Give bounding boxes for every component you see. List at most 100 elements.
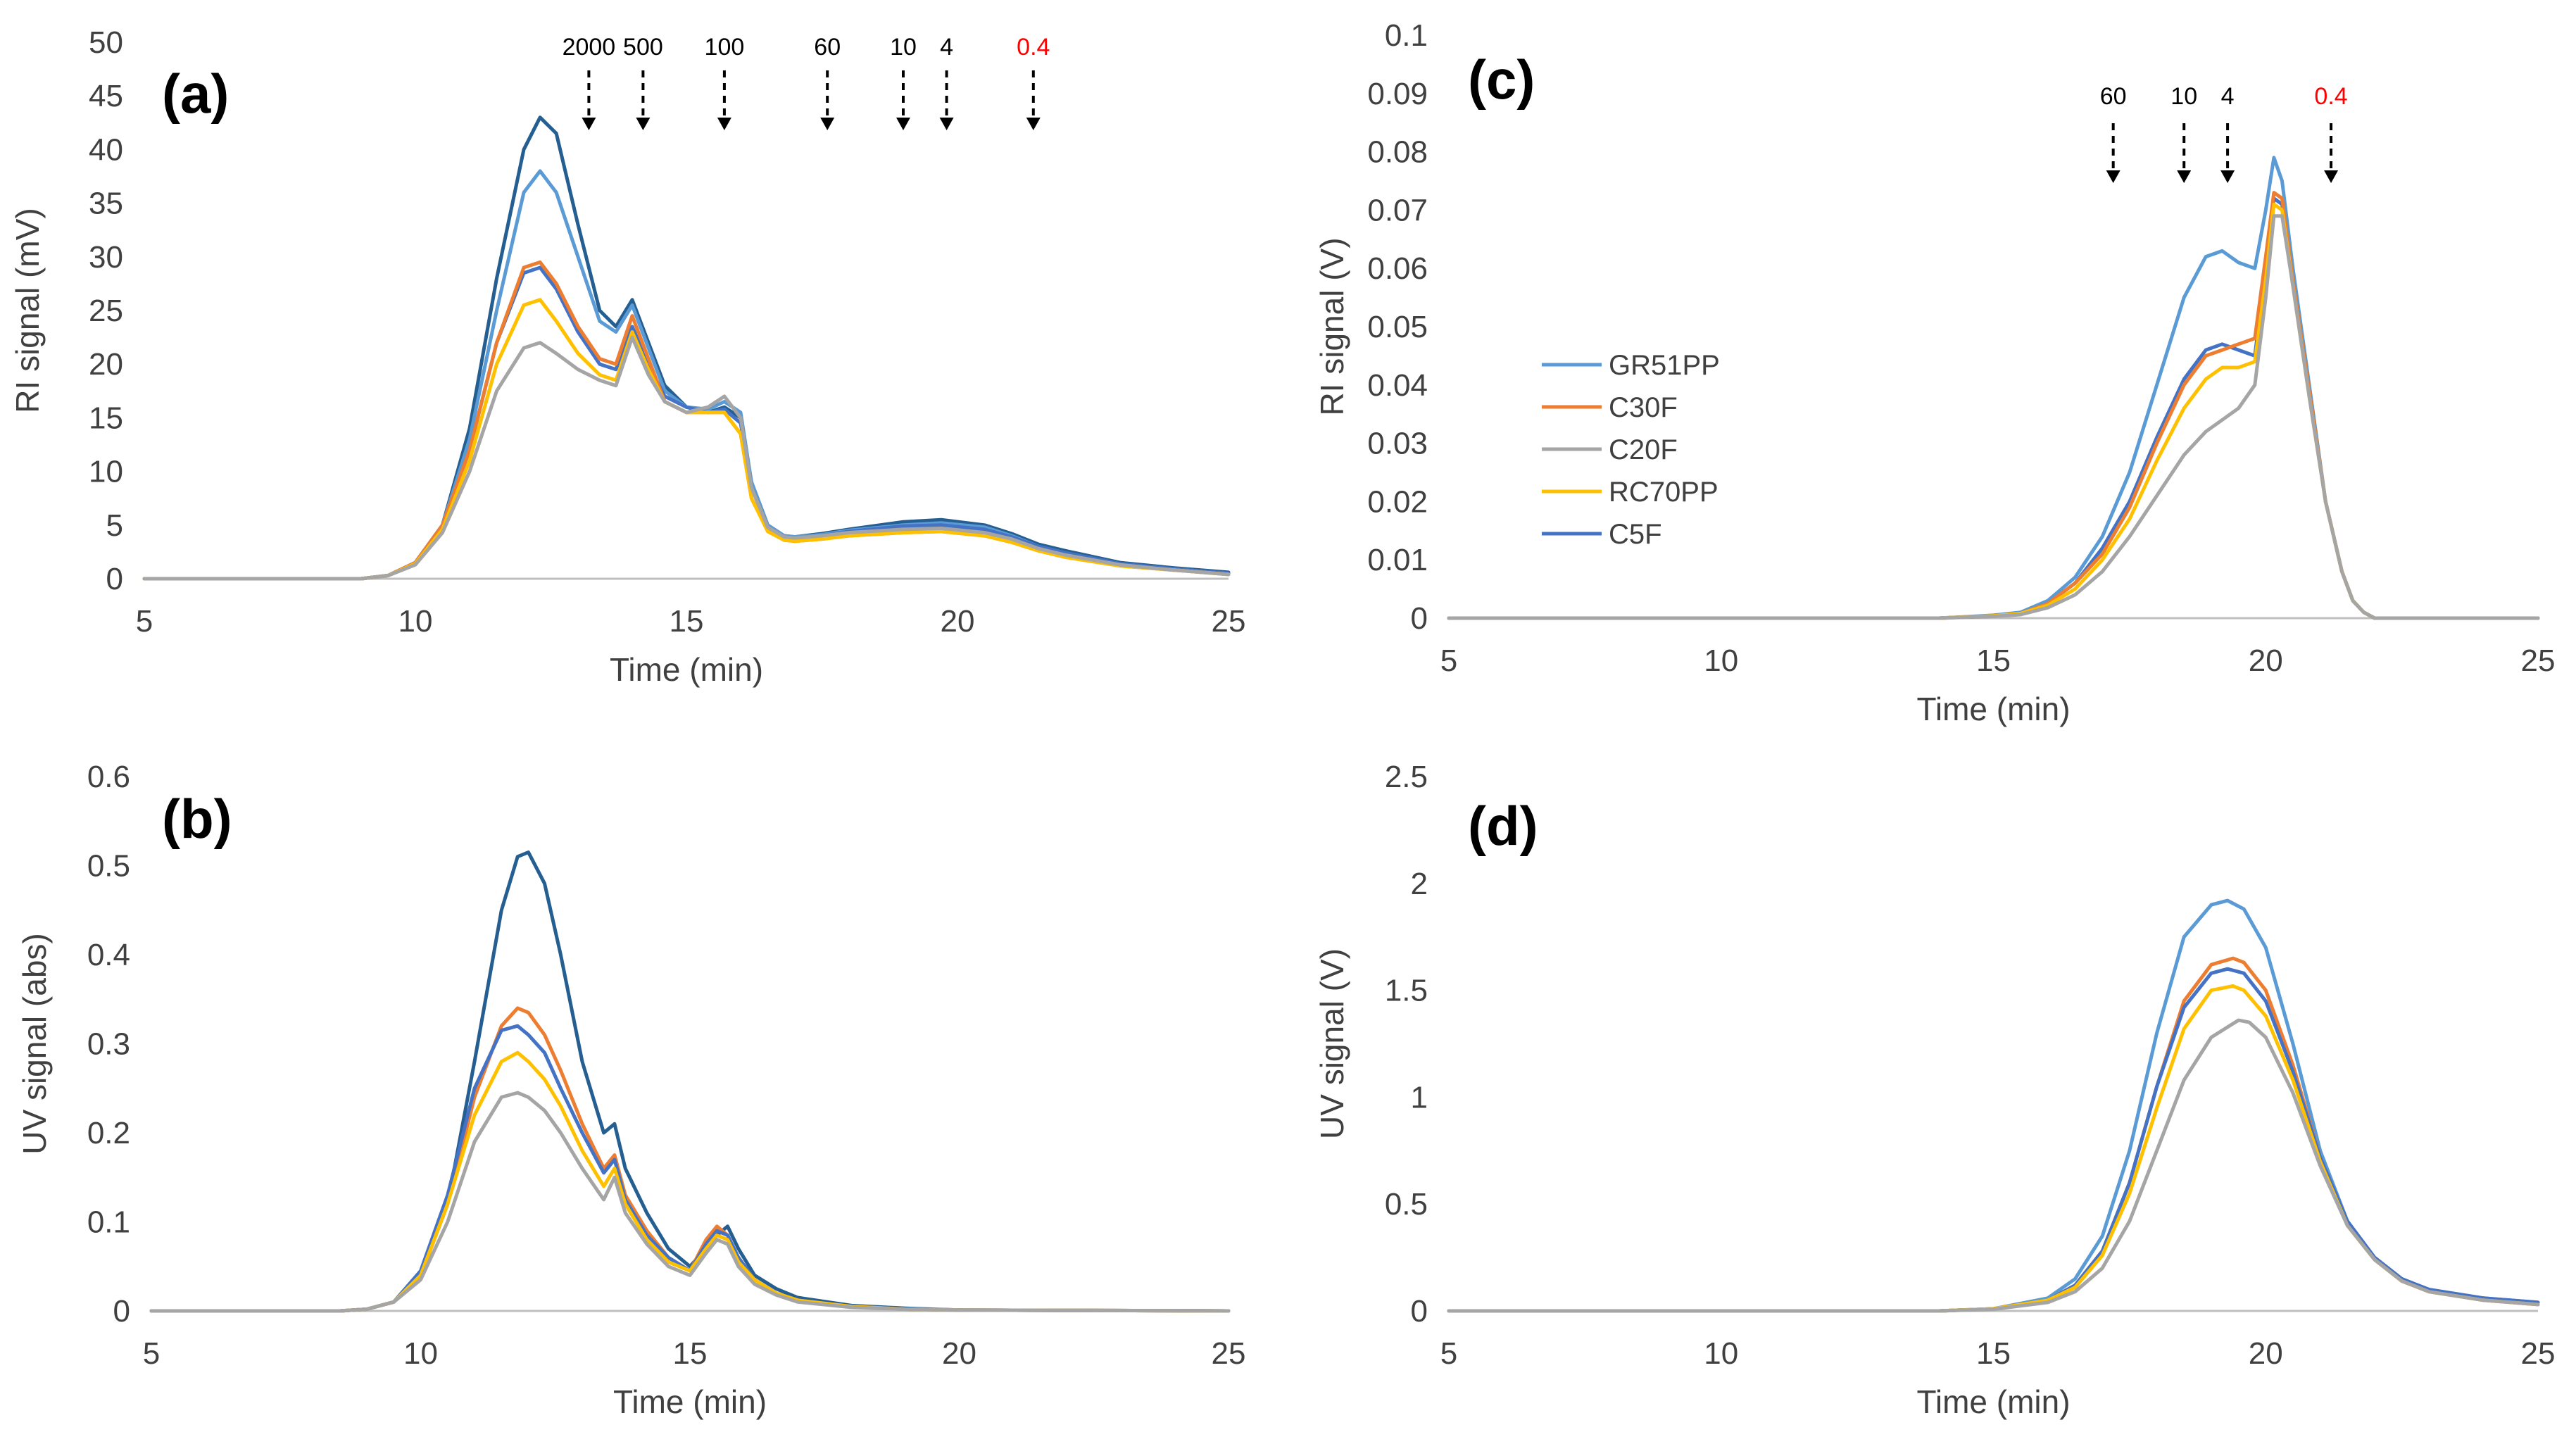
y-tick-label: 0.05 <box>1367 310 1428 344</box>
mw-marker: 10 <box>890 34 917 130</box>
y-tick-label: 15 <box>89 401 123 435</box>
x-tick-label: 15 <box>1976 643 2011 678</box>
x-axis-title: Time (min) <box>613 1383 767 1420</box>
legend: GR51PP C30F C20F RC70PP C5F <box>1542 350 1720 550</box>
y-tick-label: 50 <box>89 25 123 60</box>
series-line-c20f <box>1447 214 2540 620</box>
y-tick-label: 0.5 <box>87 849 130 884</box>
y-tick-label: 2.5 <box>1385 760 1428 794</box>
y-tick-label: 40 <box>89 132 123 167</box>
x-tick-label: 20 <box>2249 643 2283 678</box>
series-line-c20f <box>1447 1018 2540 1313</box>
y-tick-label: 10 <box>89 455 123 489</box>
mw-marker-arrow-head <box>636 118 651 130</box>
y-tick-label: 20 <box>89 347 123 382</box>
x-tick-label: 20 <box>942 1336 976 1371</box>
x-tick-label: 5 <box>1440 643 1457 678</box>
y-axis-title: RI signal (mV) <box>9 208 46 413</box>
mw-marker-arrow-head <box>2220 170 2235 183</box>
y-axis-title: UV signal (V) <box>1314 948 1350 1139</box>
y-tick-label: 0.09 <box>1367 77 1428 111</box>
mw-marker: 4 <box>939 34 954 130</box>
y-tick-label: 0.3 <box>87 1027 130 1062</box>
panel-label: (b) <box>162 788 232 850</box>
y-tick-label: 25 <box>89 294 123 328</box>
series-line-c20f <box>142 335 1231 581</box>
y-tick-label: 1 <box>1411 1080 1428 1115</box>
mw-marker-label: 500 <box>623 34 663 61</box>
legend-item: C30F <box>1542 392 1678 423</box>
y-tick-label: 0.06 <box>1367 251 1428 286</box>
x-tick-label: 10 <box>403 1336 438 1371</box>
mw-marker-label: 4 <box>2221 83 2235 110</box>
mw-marker-label: 60 <box>2100 83 2127 110</box>
legend-label: C5F <box>1609 519 1662 550</box>
legend-label: RC70PP <box>1609 477 1719 508</box>
x-axis-title: Time (min) <box>1916 691 2070 727</box>
x-tick-label: 25 <box>1212 604 1246 639</box>
legend-label: C20F <box>1609 434 1678 465</box>
mw-marker-arrow-head <box>896 118 910 130</box>
legend-item: GR51PP <box>1542 350 1720 381</box>
y-tick-label: 0.04 <box>1367 368 1428 403</box>
y-tick-label: 0 <box>106 562 123 596</box>
y-tick-label: 0 <box>1411 601 1428 636</box>
series-line-gr51pp <box>142 169 1231 581</box>
mw-marker-label: 60 <box>814 34 841 61</box>
mw-marker: 0.4 <box>2314 83 2348 183</box>
x-tick-label: 5 <box>143 1336 160 1371</box>
y-axis-title: UV signal (abs) <box>16 933 53 1154</box>
legend-item: C5F <box>1542 519 1662 550</box>
mw-marker: 0.4 <box>1017 34 1050 130</box>
mw-marker-label: 100 <box>705 34 745 61</box>
mw-marker: 60 <box>814 34 841 130</box>
mw-marker: 60 <box>2100 83 2127 183</box>
mw-marker-label: 0.4 <box>1017 34 1050 61</box>
legend-label: GR51PP <box>1609 350 1720 381</box>
x-tick-label: 5 <box>1440 1336 1457 1371</box>
panel-d-uv-signal-v: 0 0.5 1 1.5 2 2.5 5 10 15 20 25 Time (min) UV signal… <box>1314 760 2555 1420</box>
x-tick-label: 15 <box>1976 1336 2011 1371</box>
panel-label: (c) <box>1468 49 1535 111</box>
mw-marker: 10 <box>2170 83 2197 183</box>
mw-marker-arrow-head <box>939 118 954 130</box>
mw-marker-arrow-head <box>1026 118 1041 130</box>
y-tick-label: 1.5 <box>1385 974 1428 1008</box>
y-tick-label: 0.1 <box>1385 18 1428 53</box>
y-tick-label: 0.6 <box>87 760 130 794</box>
legend-item: C20F <box>1542 434 1678 465</box>
x-tick-label: 5 <box>136 604 153 639</box>
y-tick-label: 0.01 <box>1367 543 1428 577</box>
y-tick-label: 45 <box>89 79 123 113</box>
mw-marker-label: 0.4 <box>2314 83 2347 110</box>
mw-marker-label: 4 <box>940 34 953 61</box>
mw-marker-arrow-head <box>582 118 596 130</box>
x-tick-label: 20 <box>2249 1336 2283 1371</box>
panel-label: (a) <box>162 63 229 125</box>
x-axis-title: Time (min) <box>610 651 763 688</box>
y-tick-label: 0.07 <box>1367 193 1428 227</box>
x-tick-label: 10 <box>1704 1336 1738 1371</box>
mw-marker: 500 <box>623 34 663 130</box>
mw-marker: 4 <box>2220 83 2235 183</box>
y-tick-label: 0.2 <box>87 1116 130 1150</box>
x-axis-title: Time (min) <box>1916 1383 2070 1420</box>
y-tick-label: 0.4 <box>87 938 130 972</box>
panel-label: (d) <box>1468 795 1538 857</box>
y-tick-label: 2 <box>1411 867 1428 901</box>
x-tick-label: 25 <box>2521 1336 2556 1371</box>
mw-marker-arrow-head <box>2324 170 2339 183</box>
x-tick-label: 10 <box>1704 643 1738 678</box>
mw-marker-arrow-head <box>2177 170 2192 183</box>
y-tick-label: 0 <box>1411 1294 1428 1329</box>
mw-marker-arrow-head <box>820 118 835 130</box>
mw-marker-label: 2000 <box>563 34 616 61</box>
mw-marker-arrow-head <box>717 118 731 130</box>
x-tick-label: 20 <box>941 604 975 639</box>
y-tick-label: 0.02 <box>1367 484 1428 519</box>
mw-marker: 100 <box>705 34 745 130</box>
y-tick-label: 0.1 <box>87 1205 130 1240</box>
